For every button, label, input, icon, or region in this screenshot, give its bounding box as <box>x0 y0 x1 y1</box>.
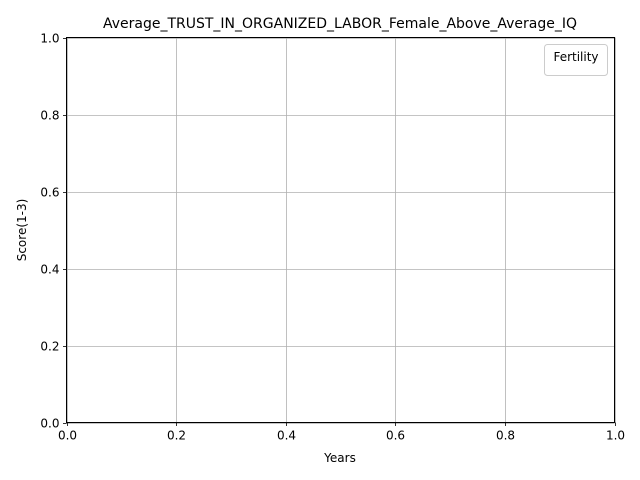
x-tick-label: 0.8 <box>496 429 515 443</box>
grid <box>66 37 616 424</box>
y-tick-label: 0.8 <box>40 109 59 123</box>
legend-title: Fertility <box>553 50 598 64</box>
y-tick-label: 0.0 <box>40 417 59 431</box>
x-axis: 0.0 0.2 0.4 0.6 0.8 1.0 <box>58 422 625 443</box>
x-axis-title: Years <box>323 451 356 465</box>
legend: Fertility <box>544 44 608 76</box>
y-tick-label: 0.2 <box>40 340 59 354</box>
x-tick-label: 1.0 <box>606 429 625 443</box>
x-tick-label: 0.6 <box>386 429 405 443</box>
x-tick-label: 0.0 <box>58 429 77 443</box>
plot-frame <box>66 37 615 423</box>
y-tick-label: 1.0 <box>40 32 59 46</box>
x-tick-label: 0.4 <box>277 429 296 443</box>
y-axis-title: Score(1-3) <box>15 199 29 262</box>
y-axis: 0.0 0.2 0.4 0.6 0.8 1.0 <box>40 32 67 431</box>
legend-box <box>544 44 608 76</box>
chart-title: Average_TRUST_IN_ORGANIZED_LABOR_Female_… <box>103 16 577 32</box>
x-tick-label: 0.2 <box>167 429 186 443</box>
y-tick-label: 0.6 <box>40 186 59 200</box>
y-tick-label: 0.4 <box>40 263 59 277</box>
